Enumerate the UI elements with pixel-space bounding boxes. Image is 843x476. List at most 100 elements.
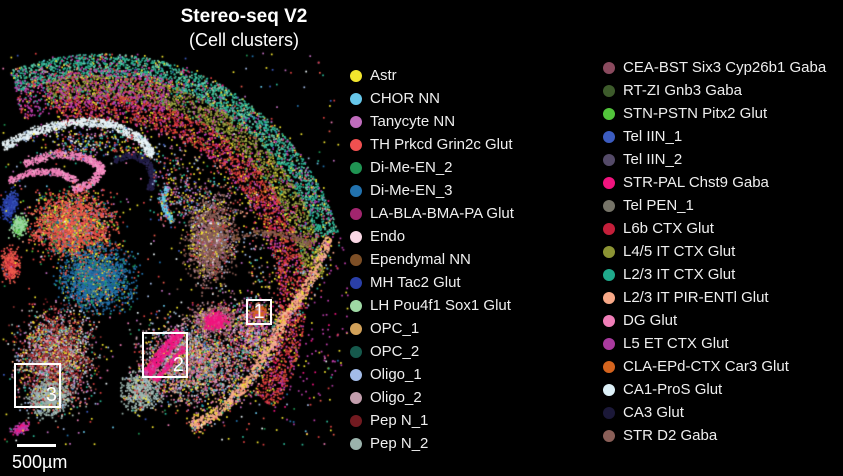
legend-color-dot xyxy=(603,383,615,396)
legend-item-label: Ependymal NN xyxy=(370,251,471,268)
legend-color-dot xyxy=(350,437,362,450)
legend-color-dot xyxy=(350,161,362,174)
legend-item-label: L2/3 IT PIR-ENTl Glut xyxy=(623,289,769,306)
legend-color-dot xyxy=(603,199,615,212)
legend-color-dot xyxy=(603,61,615,74)
legend-color-dot xyxy=(603,222,615,235)
legend-item: L4/5 IT CTX Glut xyxy=(603,240,826,263)
legend-item: Pep N_1 xyxy=(350,409,514,432)
legend-item: STR D2 Gaba xyxy=(603,424,826,447)
figure-title-block: Stereo-seq V2 (Cell clusters) xyxy=(118,5,370,51)
scale-bar-label: 500µm xyxy=(12,452,68,472)
legend-item: OPC_2 xyxy=(350,340,514,363)
legend-item-label: Tel PEN_1 xyxy=(623,197,694,214)
legend-item-label: LA-BLA-BMA-PA Glut xyxy=(370,205,514,222)
legend-item-label: Pep N_2 xyxy=(370,435,429,452)
legend-color-dot xyxy=(603,130,615,143)
legend-item-label: CEA-BST Six3 Cyp26b1 Gaba xyxy=(623,59,827,76)
legend-item-label: Tanycyte NN xyxy=(370,113,456,130)
legend-item: Astr xyxy=(350,64,514,87)
legend-item-label: CHOR NN xyxy=(370,90,440,107)
legend-item: RT-ZI Gnb3 Gaba xyxy=(603,79,826,102)
legend-item-label: TH Prkcd Grin2c Glut xyxy=(370,136,513,153)
legend-color-dot xyxy=(350,184,362,197)
scale-bar xyxy=(17,444,56,447)
legend-item: TH Prkcd Grin2c Glut xyxy=(350,133,514,156)
legend-item: Tel PEN_1 xyxy=(603,194,826,217)
legend-column-2: CEA-BST Six3 Cyp26b1 Gaba RT-ZI Gnb3 Gab… xyxy=(603,56,826,447)
legend-item-label: Pep N_1 xyxy=(370,412,429,429)
legend-item: CHOR NN xyxy=(350,87,514,110)
legend-item: Endo xyxy=(350,225,514,248)
legend-item: L5 ET CTX Glut xyxy=(603,332,826,355)
legend-item-label: STR-PAL Chst9 Gaba xyxy=(623,174,769,191)
legend-color-dot xyxy=(350,207,362,220)
legend-item-label: OPC_1 xyxy=(370,320,420,337)
page-title: Stereo-seq V2 xyxy=(180,6,308,27)
legend-color-dot xyxy=(603,337,615,350)
legend-item-label: RT-ZI Gnb3 Gaba xyxy=(623,82,742,99)
legend-color-dot xyxy=(603,291,615,304)
legend-color-dot xyxy=(350,138,362,151)
inset-box-2-label: 2 xyxy=(172,354,184,376)
legend-color-dot xyxy=(603,245,615,258)
legend-item: STN-PSTN Pitx2 Glut xyxy=(603,102,826,125)
legend-color-dot xyxy=(350,322,362,335)
legend-color-dot xyxy=(603,314,615,327)
legend-item: Ependymal NN xyxy=(350,248,514,271)
inset-box-3-label: 3 xyxy=(45,384,57,406)
legend-item: L2/3 IT CTX Glut xyxy=(603,263,826,286)
legend-item-label: Di-Me-EN_2 xyxy=(370,159,453,176)
legend-item: STR-PAL Chst9 Gaba xyxy=(603,171,826,194)
legend-item-label: Oligo_1 xyxy=(370,366,422,383)
legend-color-dot xyxy=(603,360,615,373)
legend-color-dot xyxy=(603,84,615,97)
legend-color-dot xyxy=(350,414,362,427)
page-subtitle: (Cell clusters) xyxy=(188,30,299,50)
legend-item: Tanycyte NN xyxy=(350,110,514,133)
legend-item: Tel IIN_1 xyxy=(603,125,826,148)
legend-color-dot xyxy=(350,69,362,82)
legend-color-dot xyxy=(350,253,362,266)
legend-color-dot xyxy=(603,176,615,189)
legend-item-label: L5 ET CTX Glut xyxy=(623,335,729,352)
legend-item: Di-Me-EN_3 xyxy=(350,179,514,202)
legend-item: Pep N_2 xyxy=(350,432,514,455)
legend-color-dot xyxy=(350,276,362,289)
legend-color-dot xyxy=(603,107,615,120)
legend-item: Oligo_2 xyxy=(350,386,514,409)
legend-item-label: Di-Me-EN_3 xyxy=(370,182,453,199)
legend-color-dot xyxy=(603,153,615,166)
legend-item-label: L2/3 IT CTX Glut xyxy=(623,266,736,283)
legend-item-label: STN-PSTN Pitx2 Glut xyxy=(623,105,768,122)
legend-color-dot xyxy=(350,230,362,243)
legend-item: CA1-ProS Glut xyxy=(603,378,826,401)
legend-item-label: CA3 Glut xyxy=(623,404,684,421)
legend-color-dot xyxy=(350,299,362,312)
legend-item-label: Tel IIN_1 xyxy=(623,128,683,145)
inset-box-1: 1 xyxy=(246,299,272,325)
legend-color-dot xyxy=(350,92,362,105)
legend-item-label: Astr xyxy=(370,67,397,84)
legend-item-label: CA1-ProS Glut xyxy=(623,381,723,398)
legend-color-dot xyxy=(350,391,362,404)
legend-item-label: LH Pou4f1 Sox1 Glut xyxy=(370,297,511,314)
legend-item: LH Pou4f1 Sox1 Glut xyxy=(350,294,514,317)
legend-item-label: CLA-EPd-CTX Car3 Glut xyxy=(623,358,789,375)
legend-color-dot xyxy=(603,406,615,419)
legend-item: Tel IIN_2 xyxy=(603,148,826,171)
legend-item: Di-Me-EN_2 xyxy=(350,156,514,179)
legend-item-label: OPC_2 xyxy=(370,343,420,360)
inset-box-2: 2 xyxy=(142,332,188,378)
legend-item: L6b CTX Glut xyxy=(603,217,826,240)
legend-item-label: L6b CTX Glut xyxy=(623,220,714,237)
legend-item: CEA-BST Six3 Cyp26b1 Gaba xyxy=(603,56,826,79)
legend-item: OPC_1 xyxy=(350,317,514,340)
legend-item-label: Oligo_2 xyxy=(370,389,422,406)
legend-color-dot xyxy=(350,115,362,128)
legend-item: MH Tac2 Glut xyxy=(350,271,514,294)
legend-item: CLA-EPd-CTX Car3 Glut xyxy=(603,355,826,378)
legend-color-dot xyxy=(603,429,615,442)
